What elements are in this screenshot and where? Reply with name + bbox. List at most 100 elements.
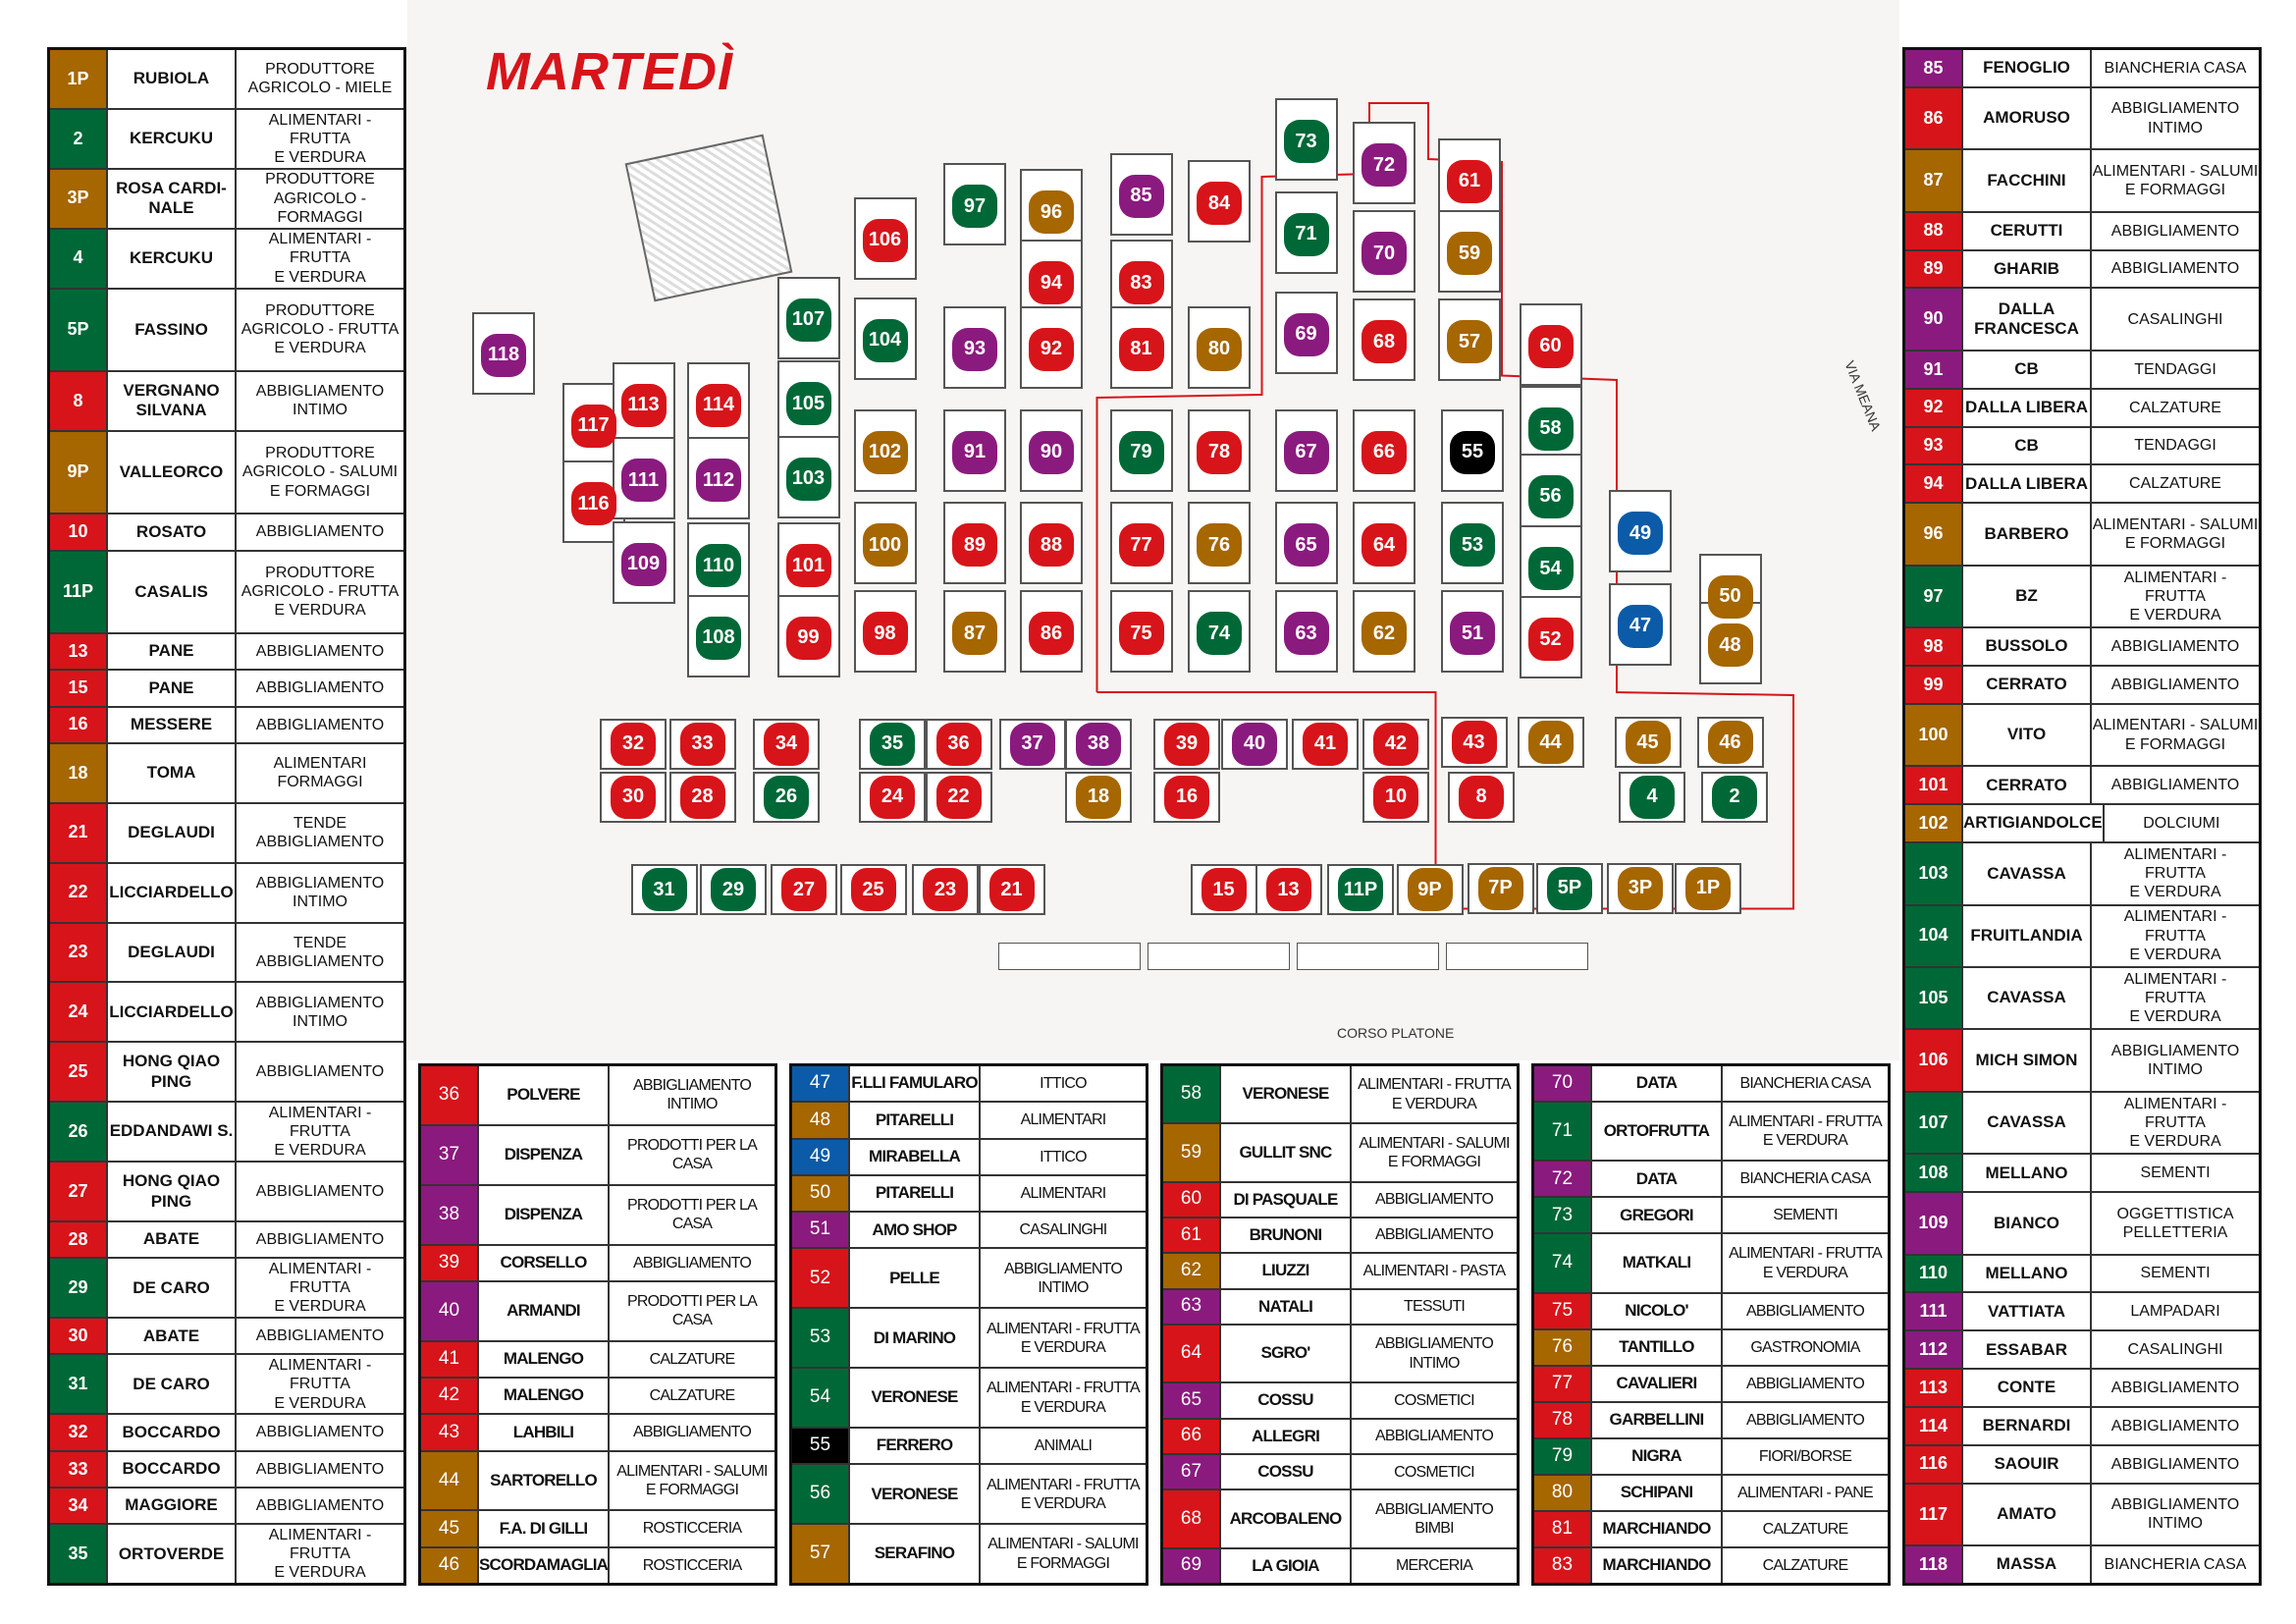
stall-marker[interactable]: 77 [1118, 523, 1164, 567]
stall-marker[interactable]: 32 [611, 722, 656, 766]
stall-marker[interactable]: 48 [1707, 623, 1753, 667]
stall-marker[interactable]: 89 [952, 523, 997, 567]
stall-marker[interactable]: 54 [1527, 547, 1574, 590]
stall-marker[interactable]: 22 [935, 775, 982, 819]
stall-marker[interactable]: 71 [1283, 212, 1329, 256]
stall-marker[interactable]: 15 [1201, 868, 1247, 911]
stall-marker[interactable]: 67 [1283, 430, 1329, 474]
stall-marker[interactable]: 46 [1707, 721, 1753, 764]
stall-marker[interactable]: 70 [1362, 232, 1407, 275]
stall-marker[interactable]: 78 [1197, 430, 1242, 474]
stall-marker[interactable]: 43 [1451, 721, 1497, 764]
stall-marker[interactable]: 99 [785, 616, 831, 660]
stall-marker[interactable]: 108 [696, 616, 741, 660]
stall-marker[interactable]: 105 [785, 382, 831, 425]
stall-marker[interactable]: 41 [1303, 722, 1348, 766]
stall-marker[interactable]: 35 [870, 722, 915, 766]
stall-marker[interactable]: 98 [862, 612, 908, 655]
stall-marker[interactable]: 44 [1527, 721, 1574, 764]
stall-marker[interactable]: 65 [1283, 523, 1329, 567]
stall-marker[interactable]: 21 [988, 868, 1035, 911]
stall-marker[interactable]: 81 [1118, 327, 1164, 371]
stall-marker[interactable]: 92 [1029, 327, 1074, 371]
stall-marker[interactable]: 47 [1618, 604, 1663, 648]
stall-marker[interactable]: 106 [862, 218, 908, 262]
stall-marker[interactable]: 73 [1283, 120, 1329, 163]
stall-marker[interactable]: 56 [1527, 474, 1574, 518]
stall-marker[interactable]: 62 [1362, 612, 1407, 655]
stall-marker[interactable]: 74 [1197, 612, 1242, 655]
stall-marker[interactable]: 42 [1373, 722, 1418, 766]
stall-marker[interactable]: 107 [785, 298, 831, 342]
stall-marker[interactable]: 90 [1029, 430, 1074, 474]
stall-marker[interactable]: 55 [1450, 430, 1495, 474]
stall-marker[interactable]: 29 [711, 868, 756, 911]
stall-marker[interactable]: 37 [1009, 722, 1055, 766]
stall-marker[interactable]: 116 [570, 482, 616, 525]
stall-marker[interactable]: 93 [952, 327, 997, 371]
stall-marker[interactable]: 91 [952, 430, 997, 474]
stall-marker[interactable]: 83 [1118, 261, 1164, 304]
stall-marker[interactable]: 53 [1450, 523, 1495, 567]
stall-marker[interactable]: 117 [570, 404, 616, 448]
stall-marker[interactable]: 68 [1362, 320, 1407, 363]
stall-marker[interactable]: 16 [1164, 775, 1209, 819]
stall-marker[interactable]: 85 [1118, 174, 1164, 218]
stall-marker[interactable]: 13 [1265, 868, 1311, 911]
stall-marker[interactable]: 49 [1618, 512, 1663, 555]
stall-marker[interactable]: 36 [935, 722, 982, 766]
stall-marker[interactable]: 110 [696, 544, 741, 587]
stall-marker[interactable]: 33 [679, 722, 725, 766]
stall-marker[interactable]: 104 [862, 318, 908, 362]
stall-marker[interactable]: 26 [764, 775, 809, 819]
stall-marker[interactable]: 57 [1447, 320, 1492, 363]
stall-marker[interactable]: 103 [785, 457, 831, 501]
stall-marker[interactable]: 76 [1197, 523, 1242, 567]
stall-marker[interactable]: 113 [620, 383, 667, 427]
stall-marker[interactable]: 75 [1118, 612, 1164, 655]
stall-marker[interactable]: 39 [1164, 722, 1209, 766]
stall-marker[interactable]: 114 [696, 383, 741, 427]
stall-marker[interactable]: 34 [764, 722, 809, 766]
stall-marker[interactable]: 80 [1197, 327, 1242, 371]
stall-marker[interactable]: 84 [1197, 182, 1242, 225]
stall-marker[interactable]: 10 [1373, 775, 1418, 819]
stall-marker[interactable]: 2 [1712, 775, 1757, 819]
stall-marker[interactable]: 61 [1447, 159, 1492, 203]
stall-marker[interactable]: 102 [862, 430, 908, 474]
stall-marker[interactable]: 118 [481, 333, 526, 377]
stall-marker[interactable]: 1P [1685, 866, 1731, 910]
stall-marker[interactable]: 18 [1076, 775, 1121, 819]
stall-marker[interactable]: 97 [952, 185, 997, 228]
stall-marker[interactable]: 3P [1618, 866, 1663, 910]
stall-marker[interactable]: 66 [1362, 430, 1407, 474]
stall-marker[interactable]: 45 [1625, 721, 1671, 764]
stall-marker[interactable]: 111 [620, 459, 667, 502]
stall-marker[interactable]: 8 [1459, 775, 1504, 819]
stall-marker[interactable]: 94 [1029, 261, 1074, 304]
stall-marker[interactable]: 79 [1118, 430, 1164, 474]
stall-marker[interactable]: 11P [1338, 868, 1383, 911]
stall-marker[interactable]: 63 [1283, 612, 1329, 655]
stall-marker[interactable]: 27 [781, 868, 827, 911]
stall-marker[interactable]: 112 [696, 459, 741, 502]
stall-marker[interactable]: 109 [620, 542, 667, 586]
stall-marker[interactable]: 88 [1029, 523, 1074, 567]
stall-marker[interactable]: 87 [952, 612, 997, 655]
stall-marker[interactable]: 31 [641, 868, 687, 911]
stall-marker[interactable]: 9P [1407, 868, 1453, 911]
stall-marker[interactable]: 40 [1232, 722, 1277, 766]
stall-marker[interactable]: 58 [1527, 406, 1574, 451]
stall-marker[interactable]: 50 [1707, 574, 1753, 619]
stall-marker[interactable]: 100 [862, 523, 908, 567]
stall-marker[interactable]: 24 [870, 775, 915, 819]
stall-marker[interactable]: 5P [1547, 866, 1592, 910]
stall-marker[interactable]: 7P [1477, 866, 1523, 910]
stall-marker[interactable]: 4 [1629, 775, 1675, 819]
stall-marker[interactable]: 64 [1362, 523, 1407, 567]
stall-marker[interactable]: 25 [850, 868, 896, 911]
stall-marker[interactable]: 28 [679, 775, 725, 819]
stall-marker[interactable]: 30 [611, 775, 656, 819]
stall-marker[interactable]: 52 [1527, 618, 1574, 661]
stall-marker[interactable]: 59 [1447, 232, 1492, 275]
